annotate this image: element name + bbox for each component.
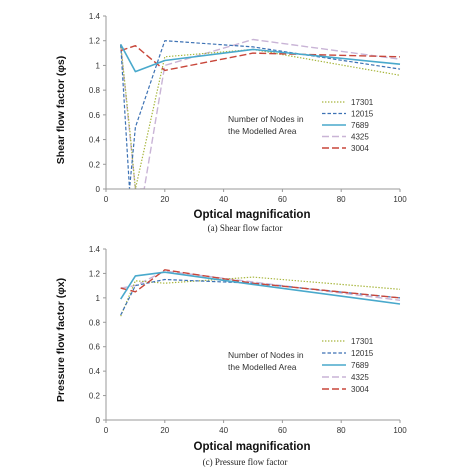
pressure-flow-y-tick-label: 1 xyxy=(96,294,101,303)
shear-flow-y-axis-label: Shear flow factor (φs) xyxy=(55,56,67,164)
pressure-flow-x-tick-label: 100 xyxy=(393,426,407,435)
shear-flow-x-tick-label: 0 xyxy=(104,195,109,204)
pressure-flow-y-tick-label: 1.2 xyxy=(89,269,101,278)
pressure-flow-x-tick-label: 20 xyxy=(160,426,169,435)
pressure-flow-legend-label-12015: 12015 xyxy=(351,349,374,358)
shear-flow-legend-label-7689: 7689 xyxy=(351,121,369,130)
pressure-flow-x-tick-label: 0 xyxy=(104,426,109,435)
shear-flow-legend-label-12015: 12015 xyxy=(351,110,374,119)
shear-flow-y-tick-label: 0.4 xyxy=(89,136,101,145)
shear-flow-x-axis-label: Optical magnification xyxy=(194,209,311,221)
shear-flow-chart: 0 20 40 60 80 100 0 0.2 0.4 0.6 0.8 1 1.2 1.4 Shear f… xyxy=(55,12,407,233)
pressure-flow-y-axis-label: Pressure flow factor (φx) xyxy=(55,278,67,402)
pressure-flow-y-tick-label: 1.4 xyxy=(89,245,101,254)
shear-flow-y-tick-label: 0.2 xyxy=(89,160,101,169)
pressure-flow-x-tick-label: 60 xyxy=(278,426,287,435)
pressure-flow-y-tick-label: 0.4 xyxy=(89,367,101,376)
shear-flow-legend-label-4325: 4325 xyxy=(351,133,369,142)
pressure-flow-legend-title-line2: the Modelled Area xyxy=(228,362,297,372)
pressure-flow-legend-title-line1: Number of Nodes in xyxy=(228,350,304,360)
pressure-flow-chart: 0 20 40 60 80 100 0 0.2 0.4 0.6 0.8 1 1.2 1.4 Pressur… xyxy=(55,245,407,467)
pressure-flow-x-tick-label: 80 xyxy=(337,426,346,435)
shear-flow-legend: 17301 12015 7689 4325 3004 xyxy=(322,98,374,153)
pressure-flow-lines xyxy=(120,269,401,317)
pressure-flow-y-tick-label: 0.8 xyxy=(89,318,101,327)
pressure-flow-legend-label-3004: 3004 xyxy=(351,385,369,394)
shear-flow-x-tick-label: 40 xyxy=(219,195,228,204)
shear-flow-x-tick-label: 60 xyxy=(278,195,287,204)
shear-flow-legend-label-17301: 17301 xyxy=(351,98,374,107)
shear-flow-y-tick-label: 1.4 xyxy=(89,12,101,21)
pressure-flow-ticks: 0 20 40 60 80 100 0 0.2 0.4 0.6 0.8 1 1.2 1.4 xyxy=(89,245,407,435)
shear-flow-series-7689-line xyxy=(119,44,401,73)
pressure-flow-caption: (c) Pressure flow factor xyxy=(203,457,288,467)
pressure-flow-y-tick-label: 0.6 xyxy=(89,343,101,352)
shear-flow-lines xyxy=(119,38,401,189)
pressure-flow-legend-label-4325: 4325 xyxy=(351,373,369,382)
pressure-flow-axes xyxy=(105,249,400,421)
shear-flow-legend-label-3004: 3004 xyxy=(351,144,369,153)
pressure-flow-legend-label-7689: 7689 xyxy=(351,361,369,370)
shear-flow-y-tick-label: 1.2 xyxy=(89,37,101,46)
shear-flow-y-tick-label: 0 xyxy=(96,185,101,194)
pressure-flow-series-3004-line xyxy=(120,269,401,299)
shear-flow-y-tick-label: 1 xyxy=(96,61,101,70)
shear-flow-y-tick-label: 0.8 xyxy=(89,86,101,95)
shear-flow-ticks: 0 20 40 60 80 100 0 0.2 0.4 0.6 0.8 1 1.2 1.4 xyxy=(89,12,407,204)
shear-flow-x-tick-label: 80 xyxy=(337,195,346,204)
shear-flow-legend-title-line1: Number of Nodes in xyxy=(228,114,304,124)
pressure-flow-x-tick-label: 40 xyxy=(219,426,228,435)
pressure-flow-series-7689-line xyxy=(120,271,401,305)
pressure-flow-y-tick-label: 0 xyxy=(96,416,101,425)
shear-flow-x-tick-label: 20 xyxy=(160,195,169,204)
pressure-flow-legend-label-17301: 17301 xyxy=(351,337,374,346)
pressure-flow-x-axis-label: Optical magnification xyxy=(194,441,311,453)
shear-flow-axes xyxy=(105,16,400,190)
shear-flow-caption: (a) Shear flow factor xyxy=(208,223,283,233)
shear-flow-y-tick-label: 0.6 xyxy=(89,111,101,120)
shear-flow-series-17301-line xyxy=(120,44,401,189)
shear-flow-x-tick-label: 100 xyxy=(393,195,407,204)
pressure-flow-legend: 17301 12015 7689 4325 3004 xyxy=(322,337,374,394)
shear-flow-legend-title-line2: the Modelled Area xyxy=(228,126,297,136)
pressure-flow-y-tick-label: 0.2 xyxy=(89,392,101,401)
